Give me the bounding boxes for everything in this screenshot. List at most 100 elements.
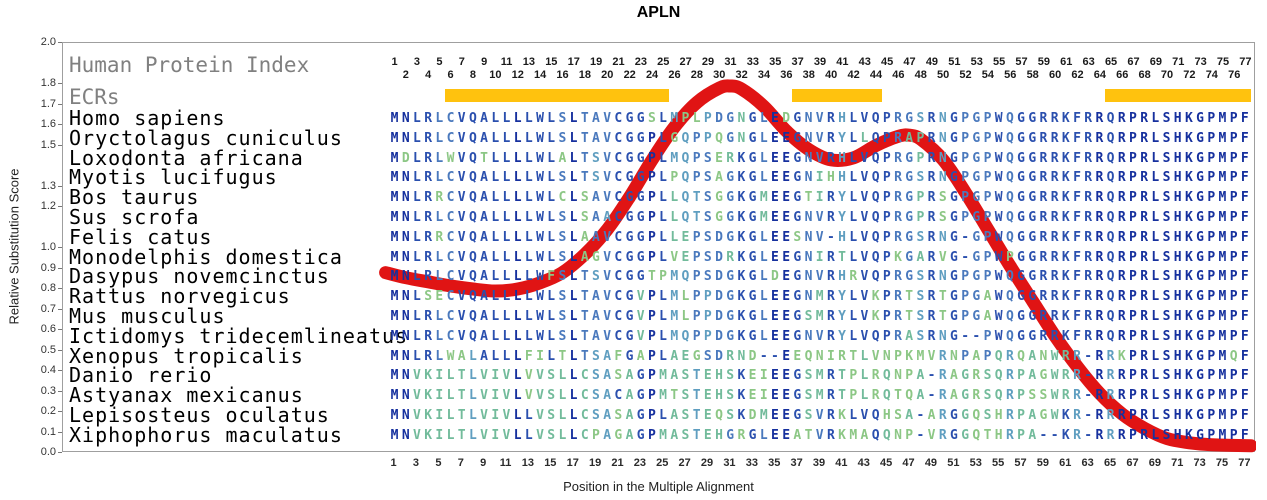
residue-cell: P xyxy=(1207,249,1216,265)
residue-cell: R xyxy=(1073,348,1081,364)
residue-cell: A xyxy=(480,210,488,225)
residue-cell: A xyxy=(603,388,612,404)
residue-cell: L xyxy=(659,249,667,265)
residue-cell: G xyxy=(950,111,958,126)
residue-cell: F xyxy=(1240,427,1249,443)
residue-cell: G xyxy=(1028,130,1037,146)
residue-cell: A xyxy=(592,130,600,146)
residue-cell: L xyxy=(513,348,522,364)
residue-cell: S xyxy=(804,388,813,404)
residue-cell: P xyxy=(703,111,712,126)
residue-cell: S xyxy=(938,210,947,225)
residue-cell: W xyxy=(536,249,544,265)
residue-cell: H xyxy=(1173,289,1182,305)
position-tick: 26 xyxy=(668,69,681,81)
residue-cell: R xyxy=(894,229,902,245)
residue-cell: Q xyxy=(1106,210,1115,225)
residue-cell: I xyxy=(491,368,500,384)
x-tick-label: 17 xyxy=(566,457,579,469)
residue-cell: L xyxy=(435,170,444,186)
residue-cell: G xyxy=(1028,328,1037,344)
x-tick-label: 61 xyxy=(1059,457,1072,469)
residue-cell: H xyxy=(1173,210,1182,225)
residue-cell: P xyxy=(1207,368,1216,384)
residue-cell: R xyxy=(1140,249,1149,265)
residue-cell: A xyxy=(580,249,589,265)
residue-cell: K xyxy=(1061,427,1070,443)
residue-cell: P xyxy=(916,210,925,225)
residue-cell: K xyxy=(1184,388,1193,404)
residue-cell: L xyxy=(849,111,858,126)
residue-cell: P xyxy=(1207,348,1216,364)
residue-cell: P xyxy=(849,368,858,384)
y-tick-label: 2.0 xyxy=(40,36,56,48)
residue-cell: P xyxy=(659,269,667,285)
residue-cell: D xyxy=(715,328,723,344)
residue-cell: R xyxy=(1050,289,1059,305)
residue-cell: Q xyxy=(1106,289,1115,305)
residue-cell: F xyxy=(1240,150,1249,166)
residue-cell: V xyxy=(457,269,466,285)
x-tick-label: 27 xyxy=(678,457,691,469)
residue-cell: G xyxy=(1017,190,1025,206)
residue-cell: S xyxy=(983,388,992,404)
residue-cell: V xyxy=(815,130,824,146)
residue-cell: E xyxy=(748,368,757,384)
residue-cell: V xyxy=(603,328,612,344)
residue-cell: R xyxy=(1084,210,1093,225)
residue-cell: L xyxy=(1151,368,1160,384)
residue-cell: - xyxy=(961,229,970,245)
residue-cell: T xyxy=(692,388,701,404)
residue-cell: L xyxy=(759,289,768,305)
residue-cell: Q xyxy=(681,210,690,225)
residue-cell: L xyxy=(502,170,511,186)
residue-cell: L xyxy=(569,111,578,126)
residue-cell: P xyxy=(647,408,656,423)
y-tick-mark xyxy=(58,206,62,207)
residue-cell: E xyxy=(771,210,779,225)
residue-cell: L xyxy=(659,328,667,344)
residue-cell: P xyxy=(1229,190,1238,206)
x-tick-label: 33 xyxy=(745,457,758,469)
residue-cell: R xyxy=(1084,309,1093,324)
position-tick: 18 xyxy=(578,69,592,81)
residue-cell: L xyxy=(435,348,444,364)
residue-cell: P xyxy=(961,210,970,225)
y-tick-label: 0.3 xyxy=(40,384,56,397)
residue-cell: P xyxy=(1229,229,1238,245)
residue-cell: W xyxy=(1050,348,1059,364)
position-tick: 55 xyxy=(992,56,1006,68)
residue-cell: V xyxy=(603,309,612,324)
residue-cell: Q xyxy=(871,130,880,146)
residue-cell: R xyxy=(1050,249,1059,265)
residue-cell: N xyxy=(401,289,410,305)
residue-cell: E xyxy=(703,388,712,404)
residue-cell: - xyxy=(916,408,925,423)
residue-cell: S xyxy=(1162,150,1171,166)
residue-cell: S xyxy=(804,408,813,423)
residue-cell: G xyxy=(905,170,914,186)
residue-cell: V xyxy=(502,388,511,404)
residue-cell: P xyxy=(983,269,992,285)
residue-cell: R xyxy=(424,309,433,324)
residue-cell: G xyxy=(950,309,958,324)
residue-cell: N xyxy=(804,229,813,245)
residue-cell: V xyxy=(413,408,421,423)
residue-cell: T xyxy=(905,289,914,305)
residue-cell: P xyxy=(882,309,891,324)
residue-cell: L xyxy=(491,289,500,305)
residue-cell: R xyxy=(1140,348,1149,364)
residue-cell: V xyxy=(860,150,869,166)
residue-cell: G xyxy=(748,328,757,344)
residue-cell: W xyxy=(536,328,544,344)
residue-cell: G xyxy=(793,190,802,206)
residue-cell: T xyxy=(983,427,992,443)
residue-cell: V xyxy=(502,368,511,384)
residue-cell: S xyxy=(938,190,947,206)
residue-cell: P xyxy=(647,348,656,364)
residue-cell: G xyxy=(636,190,645,206)
residue-cell: R xyxy=(894,130,902,146)
residue-cell: Q xyxy=(1229,348,1238,364)
y-tick-label: 1.8 xyxy=(40,77,56,89)
residue-cell: R xyxy=(1084,130,1093,146)
